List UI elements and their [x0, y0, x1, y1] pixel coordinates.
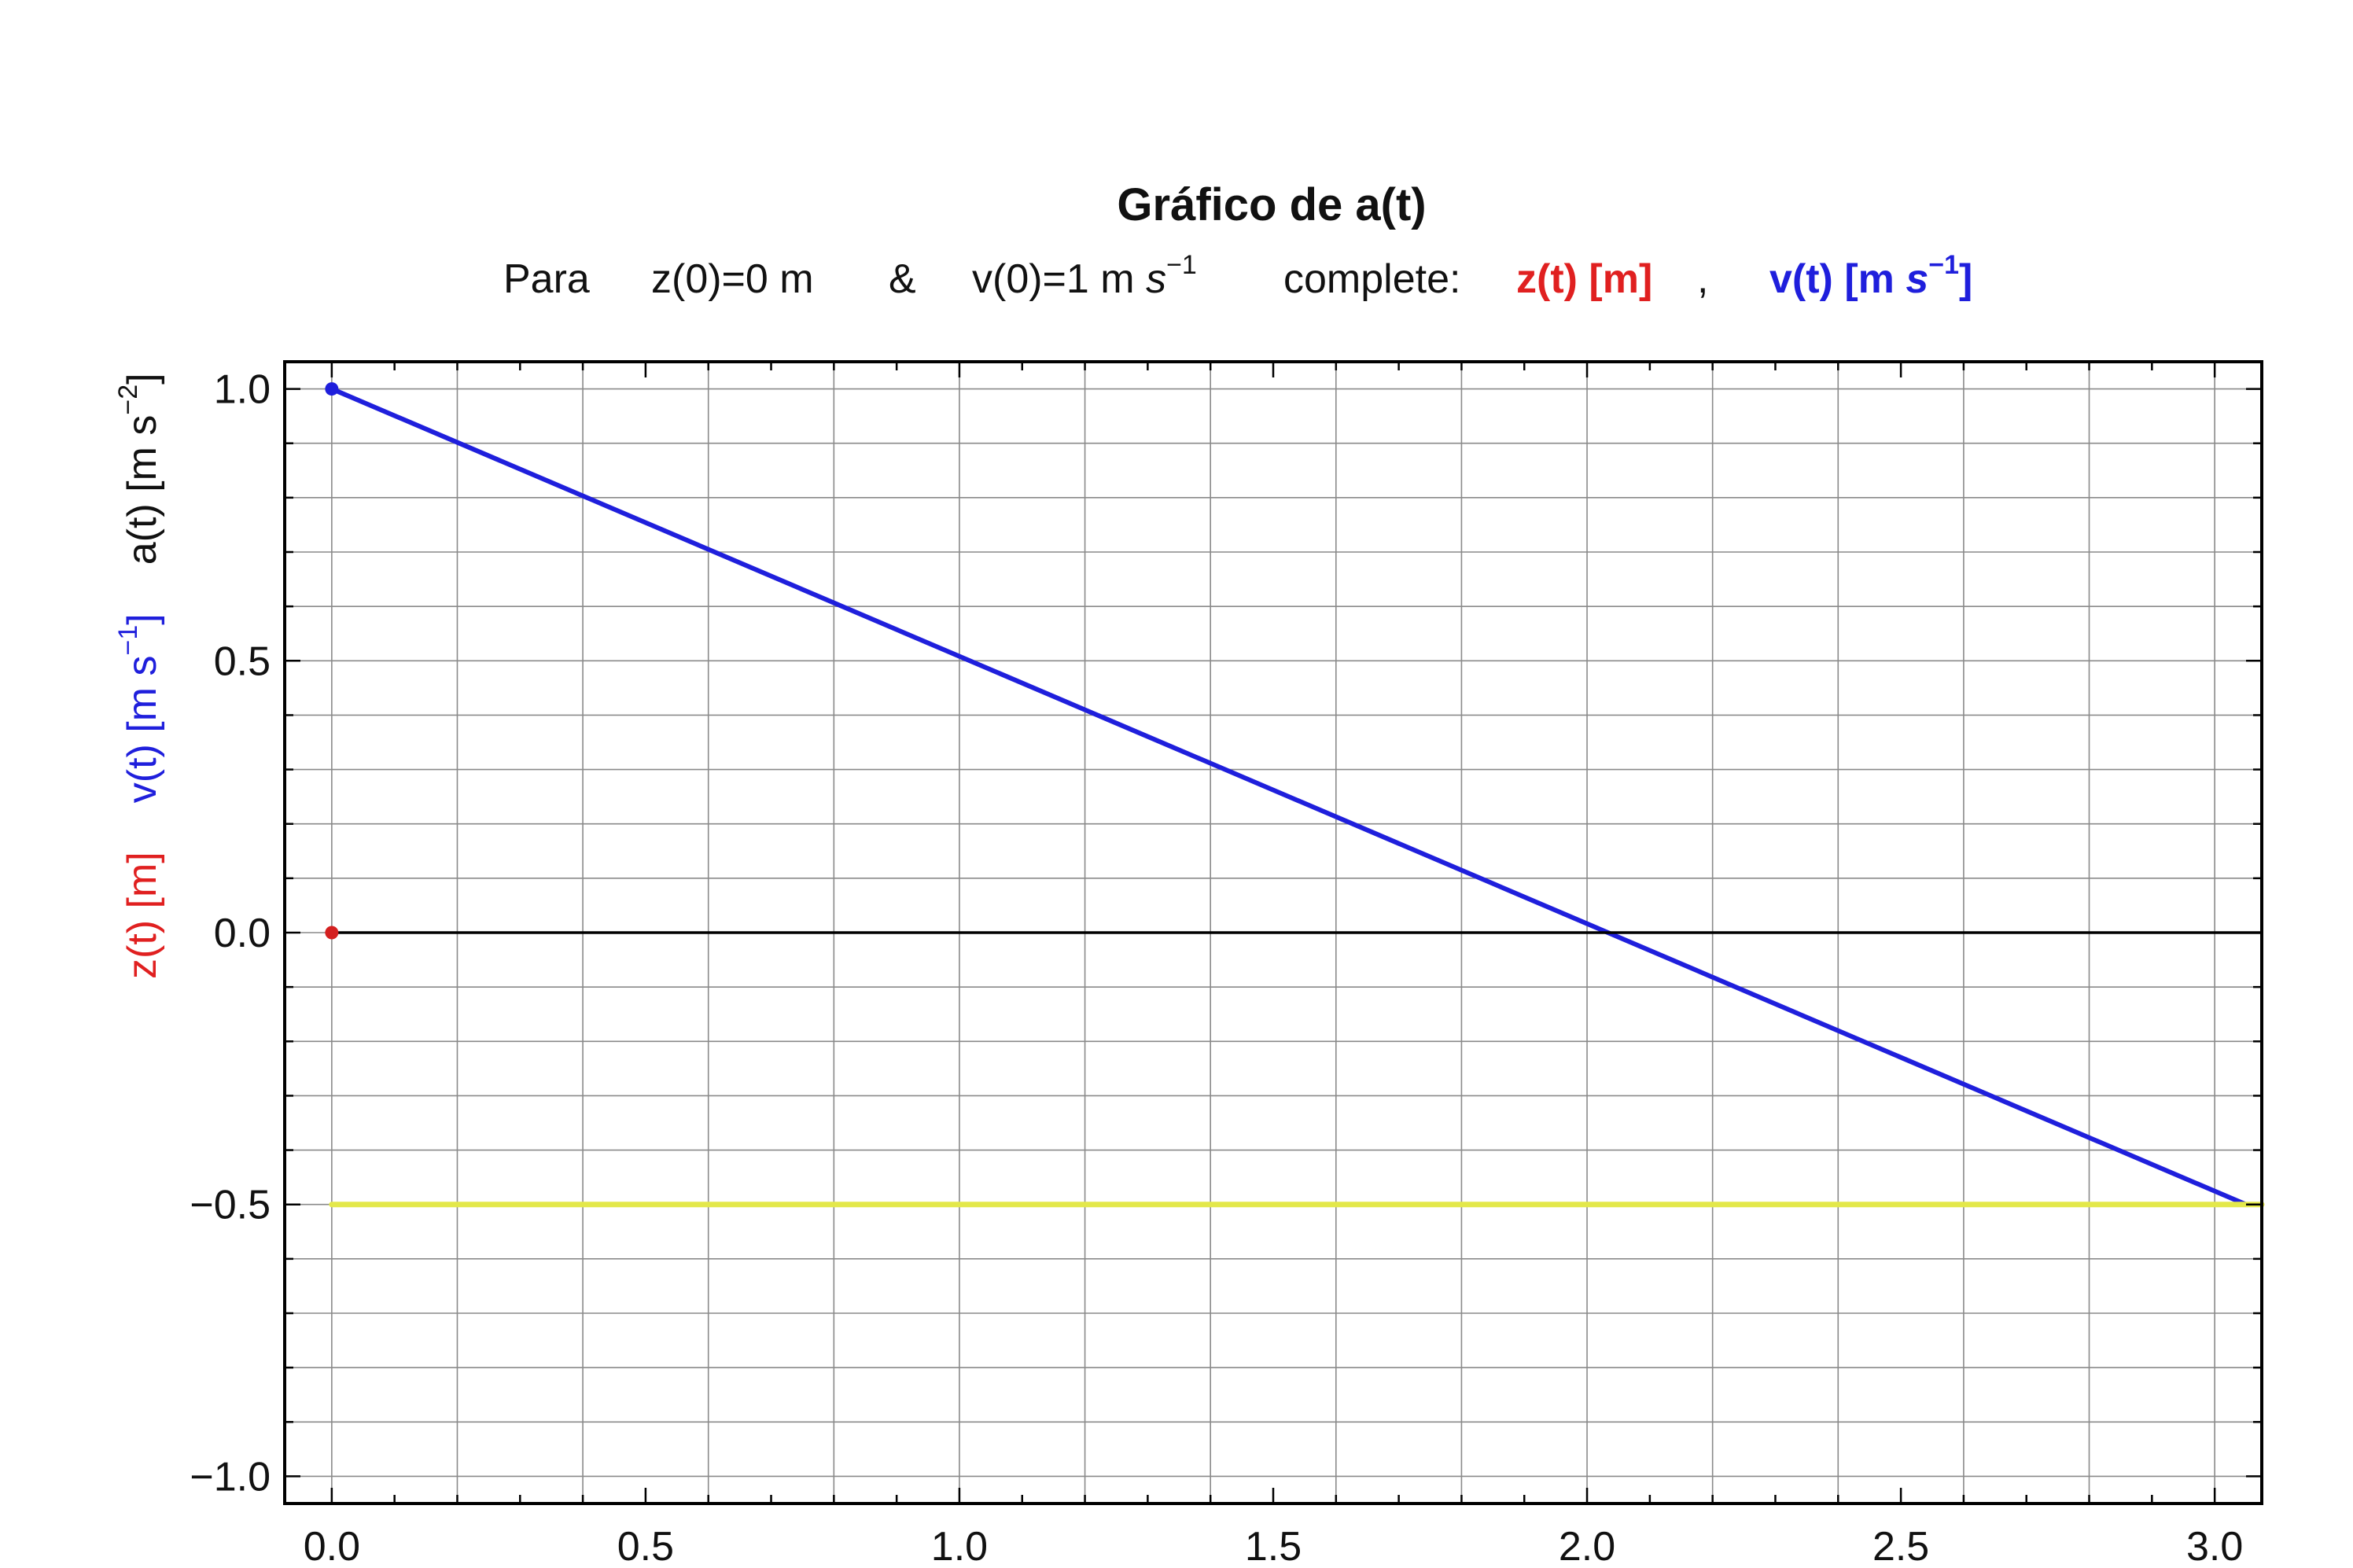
x-tick-label: 3.0 [2186, 1524, 2243, 1568]
x-tick-label: 1.5 [1245, 1524, 1302, 1568]
subtitle-v0: v(0)=1 m s−1 [972, 250, 1197, 302]
x-tick-label: 2.5 [1872, 1524, 1929, 1568]
y-label-v-exp: −1 [113, 625, 143, 656]
subtitle-para: Para [503, 256, 590, 302]
subtitle-amp: & [889, 256, 916, 302]
subtitle-v-label: v(t) [m s−1] [1769, 250, 1972, 302]
subtitle-v0-exp: −1 [1166, 250, 1197, 280]
subtitle-v-label-s: s [1906, 256, 1928, 302]
subtitle-v-label-close: ] [1959, 256, 1972, 302]
x-tick-label: 2.0 [1559, 1524, 1615, 1568]
x-tick-label: 0.0 [304, 1524, 360, 1568]
subtitle-complete: complete: [1283, 256, 1460, 302]
subtitle-comma: , [1697, 256, 1708, 302]
subtitle-v0-s: s [1146, 256, 1166, 302]
x-tick-label: 0.5 [617, 1524, 674, 1568]
y-tick-label: 1.0 [214, 367, 271, 413]
subtitle-z-label: z(t) [m] [1516, 256, 1652, 302]
y-label-z: z(t) [m] [120, 852, 165, 979]
y-label-v-close: ] [120, 613, 165, 624]
series-line-1 [329, 386, 2249, 1207]
chart-subtitle: Para z(0)=0 m & v(0)=1 m s−1 complete: z… [503, 250, 1972, 302]
x-tick-label: 1.0 [931, 1524, 988, 1568]
y-tick-label: −0.5 [190, 1183, 271, 1228]
y-label-a-close: ] [120, 373, 165, 384]
series-layer [325, 382, 2265, 1208]
ticks [285, 362, 2262, 1504]
subtitle-v-label-exp: −1 [1928, 250, 1959, 280]
svg-text:z(t) [m]v(t) [m s−1]a(t) [m s−: z(t) [m] v(t) [m s−1] a(t) [m s−2] [113, 373, 165, 979]
y-tick-label: 0.5 [214, 639, 271, 684]
y-label-a-exp: −2 [113, 385, 143, 415]
y-tick-label: 0.0 [214, 911, 271, 956]
point-marker-2 [325, 926, 339, 940]
y-label-a-prefix: a(t) [m s [120, 415, 165, 565]
point-marker-1 [325, 382, 339, 396]
y-axis-label: z(t) [m] v(t) [m s−1] a(t) [m s−2] [113, 373, 165, 979]
subtitle-v-label-prefix: v(t) [m [1769, 256, 1906, 302]
chart-title: Gráfico de a(t) [1117, 179, 1426, 230]
y-tick-label: −1.0 [190, 1454, 271, 1500]
y-label-v-prefix: v(t) [m s [120, 656, 165, 804]
tick-labels: 0.0 0.5 1.0 1.5 2.0 2.5 3.0 −1.0 −0.5 0.0 0.5 1.0 [190, 367, 2243, 1568]
subtitle-v0-prefix: v(0)=1 m [972, 256, 1146, 302]
subtitle-z0: z(0)=0 m [651, 256, 814, 302]
